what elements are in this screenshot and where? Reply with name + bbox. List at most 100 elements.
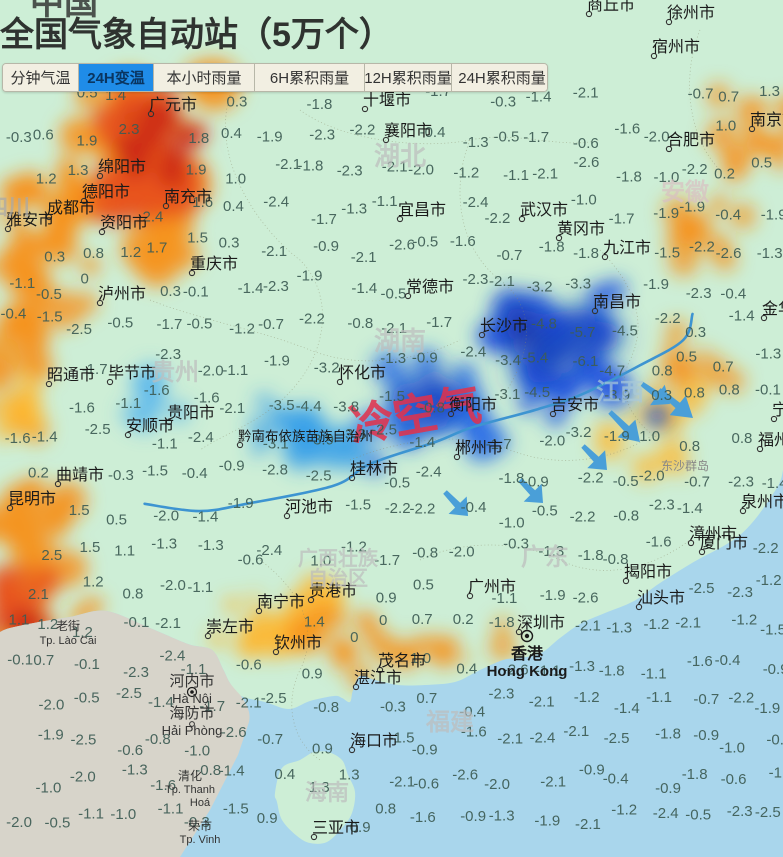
svg-text:-2.2: -2.2 [570, 509, 596, 526]
svg-text:-1.2: -1.2 [574, 689, 600, 706]
svg-text:-0.9: -0.9 [313, 238, 339, 255]
svg-text:-0.4: -0.4 [603, 771, 629, 788]
svg-text:-2.3: -2.3 [649, 497, 675, 514]
svg-text:钦州市: 钦州市 [274, 634, 322, 652]
svg-text:-0.4: -0.4 [1, 305, 27, 322]
svg-text:-0.5: -0.5 [45, 815, 71, 832]
svg-text:荣市: 荣市 [188, 818, 212, 833]
svg-text:-1.9: -1.9 [264, 353, 290, 370]
svg-text:-1.8: -1.8 [655, 726, 681, 743]
svg-text:-0.1: -0.1 [124, 614, 150, 631]
svg-text:-2.1: -2.1 [236, 695, 262, 712]
svg-text:-0.9: -0.9 [412, 742, 438, 759]
svg-text:-2.4: -2.4 [256, 542, 282, 559]
svg-text:-1.4: -1.4 [238, 280, 264, 297]
svg-text:-1.1: -1.1 [641, 665, 667, 682]
svg-text:-2.0: -2.0 [153, 508, 179, 525]
svg-text:-0.4: -0.4 [461, 499, 487, 516]
svg-text:1.5: 1.5 [69, 502, 90, 519]
svg-text:-0.6: -0.6 [117, 742, 143, 759]
svg-text:-0.5: -0.5 [532, 503, 558, 520]
svg-text:1.1: 1.1 [9, 612, 30, 629]
svg-text:-2.2: -2.2 [682, 161, 708, 178]
svg-text:-0.7: -0.7 [688, 86, 714, 103]
svg-text:-3.3: -3.3 [565, 275, 591, 292]
svg-text:-3.4: -3.4 [495, 352, 521, 369]
svg-text:-2.3: -2.3 [686, 285, 712, 302]
svg-text:-4.7: -4.7 [599, 363, 625, 380]
svg-text:-1.8: -1.8 [307, 96, 333, 113]
svg-text:-1.3: -1.3 [463, 134, 489, 151]
svg-text:泸州市: 泸州市 [98, 285, 146, 303]
svg-text:0.8: 0.8 [83, 245, 104, 262]
svg-text:-0.9: -0.9 [693, 727, 719, 744]
svg-text:0.8: 0.8 [375, 801, 396, 818]
svg-text:-2.2: -2.2 [728, 690, 754, 707]
svg-text:0.7: 0.7 [416, 690, 437, 707]
svg-text:0.3: 0.3 [227, 94, 248, 111]
svg-text:-2.1: -2.1 [219, 400, 245, 417]
svg-text:汕头市: 汕头市 [637, 589, 685, 607]
svg-text:-1.6: -1.6 [194, 390, 220, 407]
svg-text:-2.3: -2.3 [727, 584, 753, 601]
svg-text:0.5: 0.5 [106, 512, 127, 529]
svg-text:-1.8: -1.8 [769, 765, 783, 782]
svg-text:-0.6: -0.6 [573, 135, 599, 152]
svg-text:-1.4: -1.4 [219, 762, 245, 779]
svg-text:-0.7: -0.7 [684, 474, 710, 491]
svg-text:-1.6: -1.6 [687, 653, 713, 670]
svg-text:1.7: 1.7 [147, 239, 168, 256]
svg-text:-2.2: -2.2 [299, 311, 325, 328]
svg-text:-0.3: -0.3 [6, 129, 32, 146]
svg-text:-2.2: -2.2 [485, 210, 511, 227]
svg-text:-2.4: -2.4 [460, 343, 486, 360]
svg-text:-0.7: -0.7 [693, 691, 719, 708]
svg-text:长沙市: 长沙市 [480, 317, 528, 335]
svg-text:-1.1: -1.1 [372, 193, 398, 210]
svg-text:-2.4: -2.4 [188, 429, 214, 446]
svg-text:-0.5: -0.5 [381, 286, 407, 303]
svg-text:广东: 广东 [521, 543, 569, 571]
svg-text:Tp. Thanh: Tp. Thanh [165, 784, 215, 796]
svg-text:-2.0: -2.0 [539, 432, 565, 449]
svg-text:桂林市: 桂林市 [350, 460, 398, 478]
svg-text:-1.6: -1.6 [450, 233, 476, 250]
svg-text:Hải Phòng: Hải Phòng [162, 723, 223, 738]
svg-text:-1.3: -1.3 [122, 762, 148, 779]
svg-text:1.5: 1.5 [187, 230, 208, 247]
svg-text:Tp. Vinh: Tp. Vinh [180, 834, 221, 846]
svg-text:0.2: 0.2 [714, 166, 735, 183]
svg-text:-0.7: -0.7 [497, 247, 523, 264]
svg-text:黄冈市: 黄冈市 [557, 220, 605, 238]
svg-text:-1.4: -1.4 [32, 429, 58, 446]
svg-text:厦门市: 厦门市 [700, 534, 748, 552]
svg-text:-2.1: -2.1 [563, 723, 589, 740]
svg-text:-3.8: -3.8 [333, 398, 359, 415]
svg-text:-2.0: -2.0 [484, 776, 510, 793]
svg-text:-3.2: -3.2 [527, 279, 553, 296]
svg-text:-2.0: -2.0 [198, 362, 224, 379]
svg-text:衡阳市: 衡阳市 [449, 396, 497, 414]
svg-text:深圳市: 深圳市 [517, 614, 565, 632]
svg-text:安徽: 安徽 [661, 178, 710, 206]
svg-text:1.8: 1.8 [188, 130, 209, 147]
svg-text:河内市: 河内市 [169, 673, 214, 690]
svg-text:-1.9: -1.9 [297, 267, 323, 284]
svg-text:0.3: 0.3 [44, 249, 65, 266]
svg-text:-1.2: -1.2 [756, 572, 782, 589]
svg-text:-0.7: -0.7 [258, 316, 284, 333]
svg-text:-1.2: -1.2 [611, 801, 637, 818]
svg-text:0.8: 0.8 [684, 385, 705, 402]
svg-text:郴州市: 郴州市 [455, 439, 503, 457]
svg-text:1.0: 1.0 [639, 428, 660, 445]
svg-text:-1.9: -1.9 [761, 207, 783, 224]
svg-text:曲靖市: 曲靖市 [56, 466, 104, 484]
svg-text:-5.7: -5.7 [570, 324, 596, 341]
svg-text:南充市: 南充市 [164, 188, 212, 206]
svg-text:Hà Nội: Hà Nội [172, 691, 212, 706]
svg-text:0.6: 0.6 [33, 127, 54, 144]
svg-text:-2.3: -2.3 [463, 271, 489, 288]
svg-text:1.9: 1.9 [186, 161, 207, 178]
svg-text:湛江市: 湛江市 [354, 669, 402, 687]
svg-text:福州市: 福州市 [758, 431, 783, 449]
